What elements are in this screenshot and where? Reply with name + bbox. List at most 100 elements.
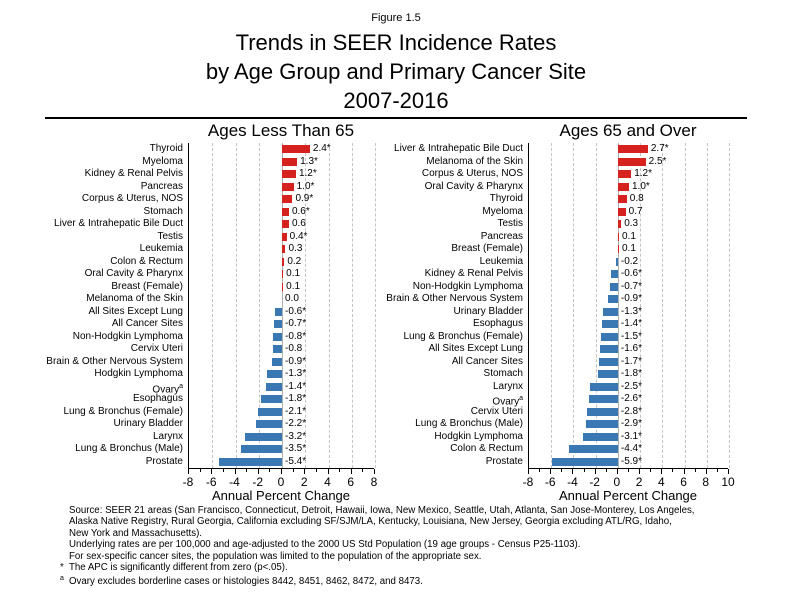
bar xyxy=(617,145,648,154)
value-label: 0.4* xyxy=(289,230,308,242)
category-label: Stomach xyxy=(483,368,523,379)
x-tick-minor xyxy=(628,469,629,472)
bar xyxy=(219,457,282,466)
value-label: 0.1 xyxy=(286,280,301,292)
x-axis-title: Annual Percent Change xyxy=(558,488,698,503)
footnote-line: For sex-specific cancer sites, the popul… xyxy=(60,551,770,562)
x-tick-minor xyxy=(222,469,224,472)
x-tick-major xyxy=(374,469,375,474)
bar xyxy=(282,182,294,191)
bar xyxy=(586,407,618,416)
footnote-line: New York and Massachusetts). xyxy=(60,528,770,539)
x-tick-major xyxy=(188,469,189,474)
value-label: -4.4* xyxy=(620,443,642,454)
bar xyxy=(271,357,282,366)
category-label: Melanoma of the Skin xyxy=(426,155,523,167)
bar xyxy=(601,332,618,341)
footnote-marker: a xyxy=(60,575,64,583)
bar xyxy=(617,182,629,191)
footnote-text: The APC is significantly different from … xyxy=(69,562,288,574)
gridline xyxy=(662,143,664,468)
value-label: 1.2* xyxy=(634,168,653,179)
value-label: -2.8* xyxy=(620,405,642,417)
gridline xyxy=(351,143,353,468)
figure-number: Figure 1.5 xyxy=(371,12,421,24)
x-tick-major xyxy=(639,469,641,474)
category-label: Larynx xyxy=(152,430,183,442)
value-label: 1.2* xyxy=(298,168,317,179)
value-label: 0.1 xyxy=(622,230,636,242)
category-label: Lung & Bronchus (Female) xyxy=(403,330,523,342)
category-labels: Thyroid Myeloma Kidney & Renal Pelvis Pancr… xyxy=(38,143,188,468)
gridline xyxy=(640,143,642,468)
bar xyxy=(617,195,627,204)
bar xyxy=(602,320,618,329)
x-tick-minor xyxy=(339,469,341,472)
bar xyxy=(261,395,282,404)
page-title-line-2: by Age Group and Primary Cancer Site xyxy=(205,59,587,84)
bar xyxy=(615,257,618,266)
x-tick-major xyxy=(234,469,236,474)
bar xyxy=(590,382,618,391)
bar xyxy=(600,345,618,354)
gridline xyxy=(595,143,597,468)
footnote-line: Source: SEER 21 areas (San Francisco, Co… xyxy=(60,505,770,516)
value-label: -5.9* xyxy=(620,455,642,467)
category-label: Brain & Other Nervous System xyxy=(386,293,523,304)
x-tick-minor xyxy=(672,469,674,472)
value-label: -2.9* xyxy=(620,418,642,429)
x-tick-major xyxy=(281,469,282,474)
bar xyxy=(282,157,298,166)
category-label: Lung & Bronchus (Male) xyxy=(415,418,523,429)
gridline xyxy=(375,143,376,468)
x-tick-major xyxy=(304,469,306,474)
value-label: -0.6* xyxy=(620,268,642,279)
category-label: Urinary Bladder xyxy=(453,305,523,317)
value-label: -0.6* xyxy=(285,305,307,317)
category-label: Lung & Bronchus (Male) xyxy=(75,443,183,454)
bar xyxy=(275,307,282,316)
value-label: 1.0* xyxy=(296,180,315,192)
category-label: Larynx xyxy=(492,380,523,392)
category-label: Pancreas xyxy=(480,230,523,242)
footnotes: Source: SEER 21 areas (San Francisco, Co… xyxy=(60,505,770,588)
value-label: -1.4* xyxy=(620,318,642,329)
bar xyxy=(569,445,618,454)
category-label: Brain & Other Nervous System xyxy=(46,355,183,367)
value-label: 0.6 xyxy=(291,218,306,229)
bar xyxy=(282,257,285,266)
value-label: -0.9* xyxy=(285,355,307,367)
page-title-line-1: Trends in SEER Incidence Rates xyxy=(235,30,557,55)
value-label: 0.3 xyxy=(624,218,639,229)
category-label: Non-Hodgkin Lymphoma xyxy=(72,330,183,342)
x-tick-label: 6 xyxy=(680,475,687,489)
bar xyxy=(617,157,646,166)
x-tick-label: -4 xyxy=(229,475,240,489)
bar xyxy=(282,195,293,204)
page-title: Trends in SEER Incidence Rates by Age Gr… xyxy=(0,28,792,115)
zero-line xyxy=(282,143,283,468)
footnote-line: * The APC is significantly different from… xyxy=(60,562,770,573)
bar xyxy=(603,307,618,316)
category-label: Ovarya xyxy=(492,395,523,408)
value-label: -3.1* xyxy=(620,430,642,442)
bar xyxy=(265,382,282,391)
value-label: -0.8* xyxy=(285,330,307,342)
bar xyxy=(282,232,287,241)
category-label: Testis xyxy=(157,230,183,242)
bar xyxy=(282,282,284,291)
category-label: Oral Cavity & Pharynx xyxy=(424,180,523,192)
x-tick-major xyxy=(211,469,213,474)
category-label: Testis xyxy=(497,218,523,229)
x-tick-label: 8 xyxy=(702,475,710,489)
x-tick-minor xyxy=(716,469,718,472)
x-tick-major xyxy=(528,469,529,474)
x-tick-label: -6 xyxy=(544,475,556,489)
value-label: -1.7* xyxy=(620,355,642,367)
x-axis: -8 -6 -4 -2 0 2 4 6 8 10 xyxy=(523,468,735,489)
bar xyxy=(241,445,282,454)
category-label: Colon & Rectum xyxy=(110,255,183,267)
x-tick-minor xyxy=(315,469,317,472)
category-label: Colon & Rectum xyxy=(450,443,523,454)
bar xyxy=(583,432,618,441)
